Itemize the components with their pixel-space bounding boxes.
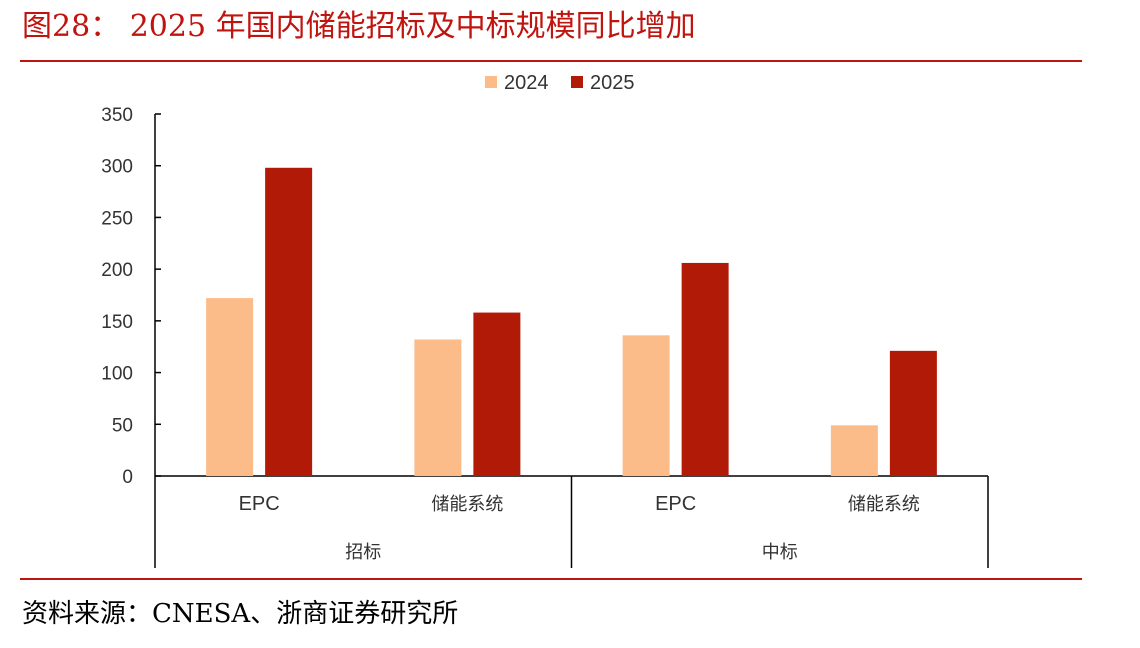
bar-2024-3 <box>830 425 878 476</box>
y-tick-label: 0 <box>122 467 133 488</box>
bar-2025-0 <box>265 167 313 477</box>
y-tick-label: 350 <box>101 105 133 126</box>
legend-label-2024: 2024 <box>504 72 549 94</box>
bar-2025-3 <box>889 350 937 476</box>
title-divider <box>20 60 1082 62</box>
category-label-storage-system-tender: 储能系统 <box>431 494 503 515</box>
legend: 2024 2025 <box>485 72 635 94</box>
group-label-tender: 招标 <box>345 542 381 563</box>
bar-2025-2 <box>681 262 729 476</box>
bars <box>206 167 937 477</box>
group-labels: 招标 中标 <box>345 542 798 563</box>
y-tick-label: 200 <box>101 260 133 281</box>
bar-2024-0 <box>206 298 254 476</box>
bar-2024-1 <box>414 339 462 476</box>
y-tick-label: 100 <box>101 364 133 385</box>
source-note: 资料来源：CNESA、浙商证券研究所 <box>22 599 459 629</box>
y-tick-label: 250 <box>101 208 133 229</box>
y-tick-label: 50 <box>112 415 133 436</box>
legend-swatch-2024 <box>485 76 497 88</box>
bar-2025-1 <box>473 312 521 476</box>
legend-label-2025: 2025 <box>590 72 635 94</box>
bar-2024-2 <box>622 335 670 476</box>
chart-title: 图28： 2025 年国内储能招标及中标规模同比增加 <box>22 9 696 44</box>
category-label-storage-system-award: 储能系统 <box>848 494 920 515</box>
category-label-epc-tender: EPC <box>239 493 280 515</box>
category-labels: EPC 储能系统 EPC 储能系统 <box>239 493 920 515</box>
y-tick-label: 150 <box>101 312 133 333</box>
legend-swatch-2025 <box>571 76 583 88</box>
source-divider <box>20 578 1082 580</box>
y-tick-label: 300 <box>101 157 133 178</box>
category-label-epc-award: EPC <box>655 493 696 515</box>
group-label-award: 中标 <box>762 542 798 563</box>
